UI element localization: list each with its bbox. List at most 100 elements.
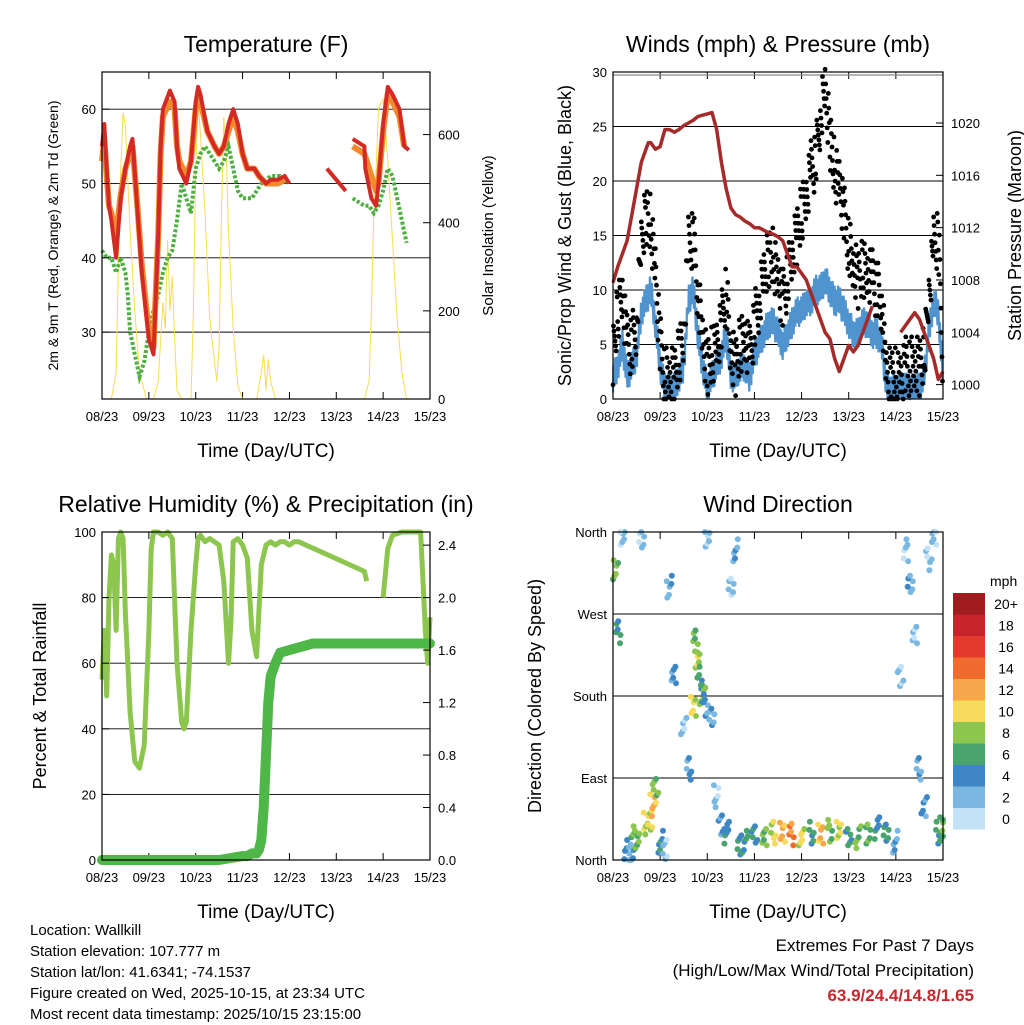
gust-point bbox=[649, 266, 655, 271]
temperature-y2label: Solar Insolation (Yellow) bbox=[480, 155, 497, 315]
gust-point bbox=[781, 274, 787, 279]
gust-point bbox=[761, 252, 767, 257]
gust-point bbox=[692, 247, 698, 253]
gust-point bbox=[824, 125, 830, 131]
gust-point bbox=[665, 365, 670, 370]
winds-ylabel: Sonic/Prop Wind & Gust (Blue, Black) bbox=[555, 85, 575, 386]
humidity-ytick-label: 80 bbox=[82, 591, 96, 606]
direction-panel: Wind Direction Time (Day/UTC) Direction (C… bbox=[525, 491, 1018, 923]
direction-xtick-label: 11/23 bbox=[739, 870, 771, 885]
direction-point bbox=[937, 814, 944, 821]
gust-point bbox=[902, 360, 908, 365]
gust-point bbox=[902, 388, 908, 394]
gust-point bbox=[913, 368, 919, 374]
gust-point bbox=[885, 379, 891, 385]
direction-point bbox=[894, 827, 901, 834]
gust-point bbox=[910, 363, 916, 369]
direction-xtick-label: 09/23 bbox=[644, 870, 677, 885]
gust-point bbox=[667, 360, 672, 365]
gust-point bbox=[683, 321, 689, 327]
gust-point bbox=[824, 110, 830, 116]
gust-point bbox=[875, 260, 881, 266]
gust-point bbox=[795, 213, 801, 219]
gust-point bbox=[825, 140, 831, 145]
direction-point bbox=[915, 755, 922, 761]
direction-point bbox=[621, 856, 628, 863]
gust-point bbox=[795, 206, 800, 212]
colorbar-swatch bbox=[953, 722, 985, 744]
direction-point bbox=[652, 799, 659, 806]
direction-point bbox=[876, 814, 883, 821]
direction-point bbox=[918, 768, 925, 775]
wind-ytick-label: 25 bbox=[593, 120, 607, 135]
gust-point bbox=[835, 181, 841, 186]
gust-point bbox=[660, 383, 666, 389]
gust-point bbox=[778, 318, 783, 323]
gust-point bbox=[876, 271, 881, 277]
gust-point bbox=[719, 287, 725, 292]
gust-point bbox=[675, 384, 680, 390]
gust-point bbox=[641, 250, 647, 256]
gust-point bbox=[899, 381, 905, 386]
direction-point bbox=[909, 586, 916, 593]
gust-point bbox=[883, 376, 889, 381]
gust-point bbox=[869, 247, 875, 253]
gust-point bbox=[842, 198, 848, 204]
direction-point bbox=[691, 635, 698, 642]
gust-point bbox=[926, 277, 932, 283]
station-pressure-line bbox=[611, 110, 945, 382]
gust-point bbox=[730, 371, 735, 377]
gust-point bbox=[903, 334, 909, 340]
gust-point bbox=[702, 366, 708, 372]
direction-xtick-label: 13/23 bbox=[832, 870, 865, 885]
humidity-xtick-label: 08/23 bbox=[86, 870, 119, 885]
humidity-xtick-label: 10/23 bbox=[179, 870, 212, 885]
gust-point bbox=[646, 233, 652, 239]
gust-point bbox=[908, 378, 913, 384]
gust-point bbox=[716, 359, 722, 365]
gust-point bbox=[904, 354, 910, 359]
direction-point bbox=[630, 823, 637, 830]
gust-point bbox=[862, 251, 868, 256]
direction-point bbox=[922, 813, 929, 820]
gust-point bbox=[638, 219, 644, 225]
gust-point bbox=[784, 311, 789, 316]
direction-point bbox=[648, 813, 655, 820]
gust-point bbox=[882, 339, 888, 345]
gust-point bbox=[890, 369, 896, 375]
gust-point bbox=[643, 205, 648, 210]
gust-point bbox=[827, 154, 833, 160]
gust-point bbox=[725, 297, 731, 302]
gust-point bbox=[912, 349, 918, 354]
gust-point bbox=[648, 222, 654, 228]
gust-point bbox=[876, 282, 882, 288]
colorbar-swatch bbox=[953, 636, 985, 658]
gust-point bbox=[842, 185, 847, 191]
temperature-ytick-label: 40 bbox=[82, 251, 96, 266]
direction-point bbox=[659, 850, 666, 857]
gust-point bbox=[614, 289, 620, 295]
direction-point bbox=[696, 672, 703, 678]
gust-point bbox=[931, 214, 936, 220]
gust-point bbox=[659, 343, 665, 348]
direction-point bbox=[711, 711, 718, 718]
gust-point bbox=[737, 351, 743, 357]
pressure-ytick-label: 1000 bbox=[951, 378, 980, 393]
gust-point bbox=[726, 314, 732, 319]
gust-point bbox=[775, 257, 781, 262]
gust-point bbox=[859, 247, 865, 253]
gust-point bbox=[748, 342, 754, 347]
direction-point bbox=[903, 536, 910, 543]
direction-point bbox=[776, 819, 783, 826]
gust-point bbox=[927, 282, 932, 288]
direction-point bbox=[752, 823, 758, 830]
winds-xtick-label: 11/23 bbox=[739, 409, 771, 424]
gust-point bbox=[837, 172, 843, 178]
colorbar-label: 12 bbox=[998, 682, 1014, 698]
precip-ytick-label: 2.4 bbox=[438, 538, 456, 553]
colorbar-label: 8 bbox=[1002, 725, 1010, 741]
gust-point bbox=[616, 334, 622, 339]
colorbar-label: 10 bbox=[998, 703, 1014, 719]
gust-point bbox=[821, 88, 826, 94]
gust-point bbox=[780, 323, 786, 328]
